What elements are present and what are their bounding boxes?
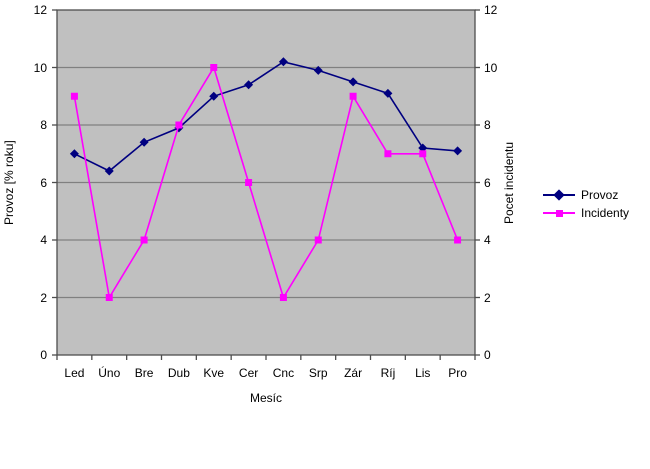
x-tick-label: Ríj — [380, 366, 396, 380]
y-tick-label-right: 10 — [484, 60, 498, 75]
series-line-provoz — [74, 60, 458, 172]
diamond-marker-provoz — [104, 166, 114, 176]
y-tick-label-left: 10 — [33, 60, 47, 75]
y-tick-label-right: 4 — [484, 233, 491, 247]
x-tick-label: Cer — [238, 366, 259, 380]
y-tick-label-right: 6 — [484, 175, 491, 190]
y-tick-label-left: 12 — [33, 3, 47, 17]
square-marker-incidenty — [454, 236, 462, 244]
legend-diamond-sample-icon — [543, 189, 575, 201]
y-tick-label-left: 8 — [40, 118, 47, 132]
y-tick-label-right: 12 — [484, 3, 498, 17]
x-tick-label: Pro — [448, 366, 467, 380]
square-marker-incidenty — [175, 121, 183, 129]
diamond-marker-provoz — [69, 149, 79, 159]
legend-item-incidenty: Incidenty — [543, 204, 629, 222]
legend-diamond-marker-icon — [553, 189, 565, 201]
diamond-marker-provoz — [139, 137, 149, 147]
square-marker-incidenty — [70, 92, 78, 100]
diamond-marker-provoz — [383, 88, 393, 98]
y-tick-label-right: 8 — [484, 118, 491, 132]
square-marker-incidenty — [314, 236, 322, 244]
square-marker-incidenty — [279, 294, 287, 301]
square-marker-incidenty — [419, 150, 427, 158]
diamond-marker-provoz — [313, 65, 323, 75]
x-tick-label: Bre — [134, 366, 154, 380]
y-tick-label-left: 6 — [40, 175, 47, 190]
legend-item-provoz: Provoz — [543, 186, 629, 204]
legend-label: Incidenty — [581, 206, 630, 220]
diamond-marker-provoz — [348, 77, 358, 87]
y-tick-label-right: 0 — [484, 348, 491, 362]
square-marker-incidenty — [349, 92, 357, 100]
series-line-incidenty — [73, 65, 459, 300]
square-marker-incidenty — [105, 294, 113, 301]
y-tick-label-right: 2 — [484, 290, 491, 305]
diamond-marker-provoz — [244, 80, 254, 90]
square-marker-incidenty — [245, 179, 253, 186]
square-marker-incidenty — [210, 64, 218, 71]
x-tick-label: Dub — [167, 366, 190, 380]
legend: Provoz Incidenty — [543, 186, 629, 222]
x-tick-label: Kve — [203, 366, 225, 380]
y-tick-label-left: 4 — [40, 233, 47, 247]
diamond-marker-provoz — [278, 57, 288, 67]
diamond-marker-provoz — [453, 146, 463, 156]
y-tick-label-left: 0 — [40, 348, 47, 362]
x-axis-title: Mesíc — [249, 391, 282, 405]
square-marker-incidenty — [140, 236, 148, 244]
x-tick-label: Led — [64, 366, 85, 380]
x-tick-label: Cnc — [272, 366, 295, 380]
x-tick-label: Lis — [415, 366, 431, 380]
y-tick-label-left: 2 — [40, 290, 47, 305]
legend-square-sample-icon — [543, 207, 575, 219]
square-marker-incidenty — [384, 150, 392, 158]
x-tick-label: Srp — [308, 366, 328, 380]
legend-label: Provoz — [581, 188, 619, 202]
diamond-marker-provoz — [209, 91, 219, 101]
x-tick-label: Zár — [344, 366, 363, 380]
x-tick-label: Úno — [98, 366, 121, 380]
legend-square-marker-icon — [556, 210, 563, 217]
